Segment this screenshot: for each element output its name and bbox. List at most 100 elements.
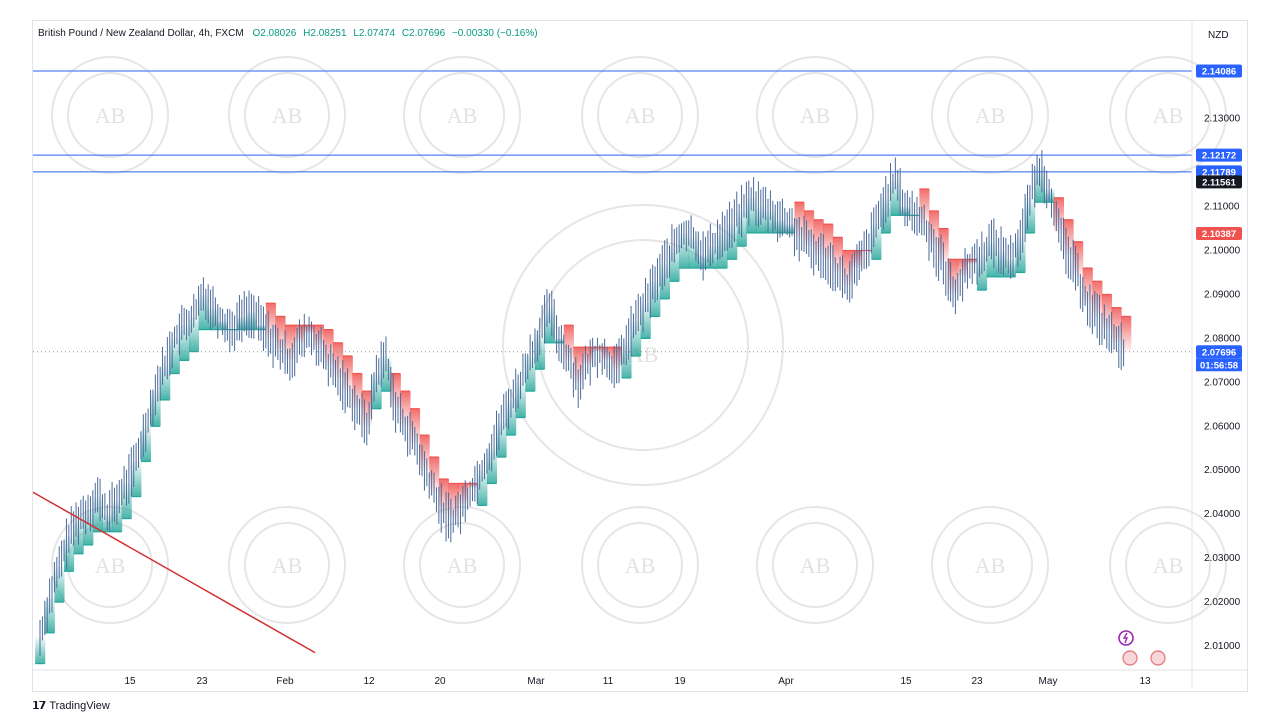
trend-fill-block: [679, 232, 690, 269]
watermark-text: AB: [625, 103, 656, 128]
y-tick-label: 2.03000: [1204, 553, 1241, 564]
legend-high: H2.08251: [303, 28, 347, 39]
watermark-ring: [756, 56, 874, 174]
chart-frame[interactable]: [32, 20, 1248, 692]
trend-fill-block: [544, 307, 555, 343]
trendline: [32, 491, 316, 654]
x-tick-label: Feb: [276, 676, 294, 687]
watermark-ring: [51, 56, 169, 174]
trend-fill-block: [804, 210, 815, 247]
y-tick-label: 2.01000: [1204, 641, 1241, 652]
y-tick-label: 2.09000: [1204, 289, 1241, 300]
watermark-inner-ring: [244, 522, 330, 608]
tradingview-logo-icon: 𝟭𝟳: [32, 700, 46, 712]
watermark-ring: [931, 506, 1049, 624]
trend-fill-block: [688, 237, 699, 269]
trend-fill-block: [352, 373, 363, 409]
x-tick-label: 20: [434, 676, 446, 687]
x-tick-label: 15: [124, 676, 136, 687]
trend-fill-block: [496, 421, 507, 458]
x-tick-label: 15: [900, 676, 912, 687]
currency-label: NZD: [1208, 30, 1229, 41]
symbol-legend: British Pound / New Zealand Dollar, 4h, …: [38, 28, 538, 39]
y-tick-label: 2.02000: [1204, 597, 1241, 608]
price-tag-label: 2.14086: [1202, 66, 1236, 77]
x-tick-label: Mar: [527, 676, 545, 687]
trend-fill-block: [823, 224, 834, 260]
trend-fill-block: [573, 347, 584, 383]
x-tick-label: Apr: [778, 676, 794, 687]
countdown-tag: [1196, 358, 1242, 372]
trend-fill-block: [160, 364, 171, 400]
price-tag-label: 2.12172: [1202, 151, 1236, 162]
watermark-ring: [228, 506, 346, 624]
price-tag: [1196, 64, 1242, 78]
trend-fill-block: [54, 566, 65, 603]
tradingview-brand[interactable]: 𝟭𝟳 TradingView: [32, 699, 110, 713]
watermark-ring: [581, 506, 699, 624]
trend-fill-block: [83, 509, 94, 545]
trend-fill-block: [275, 316, 286, 352]
x-tick-label: 23: [971, 676, 983, 687]
legend-change: −0.00330 (−0.16%): [451, 28, 538, 39]
trend-fill-block: [361, 391, 373, 427]
trend-fill-block: [400, 391, 411, 427]
price-tag: [1196, 175, 1242, 189]
price-tag: [1196, 227, 1242, 241]
price-tag-label: 2.07696: [1202, 347, 1236, 358]
y-tick-label: 2.04000: [1204, 509, 1241, 520]
legend-open: O2.08026: [252, 28, 297, 39]
watermark-text: AB: [95, 103, 126, 128]
trend-fill-block: [669, 246, 680, 282]
trend-fill-block: [890, 180, 901, 216]
trend-fill-block: [265, 303, 276, 339]
y-tick-label: 2.13000: [1204, 114, 1241, 125]
watermark-inner-ring: [1125, 522, 1211, 608]
price-tag: [1196, 345, 1242, 359]
watermark-text: AB: [1153, 103, 1184, 128]
x-tick-label: 12: [363, 676, 375, 687]
y-tick-label: 2.07000: [1204, 377, 1241, 388]
symbol-title: British Pound / New Zealand Dollar, 4h, …: [38, 28, 244, 39]
y-tick-label: 2.11000: [1204, 202, 1240, 213]
toolbar-icons-layer[interactable]: [1118, 630, 1166, 666]
watermark-text: AB: [272, 103, 303, 128]
watermark-text: AB: [975, 553, 1006, 578]
trend-fill-block: [448, 483, 459, 519]
price-tag: [1196, 165, 1242, 179]
trend-fill-block: [477, 470, 488, 506]
flag-event-icon-2[interactable]: [1150, 650, 1166, 666]
trend-fill-block: [640, 303, 651, 339]
trend-fill-block: [381, 355, 392, 392]
trend-fill-block: [525, 355, 536, 392]
watermark-inner-ring: [772, 72, 858, 158]
y-tick-label: 2.10000: [1204, 246, 1241, 257]
trend-fill-block: [986, 241, 997, 277]
watermark-ring: [1109, 506, 1227, 624]
trend-fill-block: [188, 316, 200, 352]
watermark-ring: [403, 506, 521, 624]
trend-fill-block: [179, 325, 190, 361]
x-tick-label: May: [1039, 676, 1058, 687]
trend-fill-block: [832, 237, 843, 273]
flag-event-icon[interactable]: [1122, 650, 1138, 666]
watermark-text: AB: [975, 103, 1006, 128]
brand-label: TradingView: [49, 699, 110, 712]
trend-fill-block: [1111, 307, 1122, 343]
countdown-label: 01:56:58: [1200, 360, 1238, 371]
watermark-ring: [403, 56, 521, 174]
trend-fill-block: [928, 210, 940, 247]
price-tag: [1196, 148, 1242, 162]
watermark-inner-ring: [597, 522, 683, 608]
trend-fill-block: [515, 382, 526, 418]
watermark-inner-ring: [597, 72, 683, 158]
price-tag-label: 2.10387: [1202, 229, 1236, 240]
trend-fill-block: [765, 210, 776, 233]
trend-fill-block: [1121, 316, 1132, 352]
watermark-inner-ring: [947, 522, 1033, 608]
trend-fill-block: [746, 197, 757, 233]
watermark-ring: [756, 506, 874, 624]
watermark-text: AB: [272, 553, 303, 578]
lightning-alert-icon[interactable]: [1118, 630, 1134, 646]
